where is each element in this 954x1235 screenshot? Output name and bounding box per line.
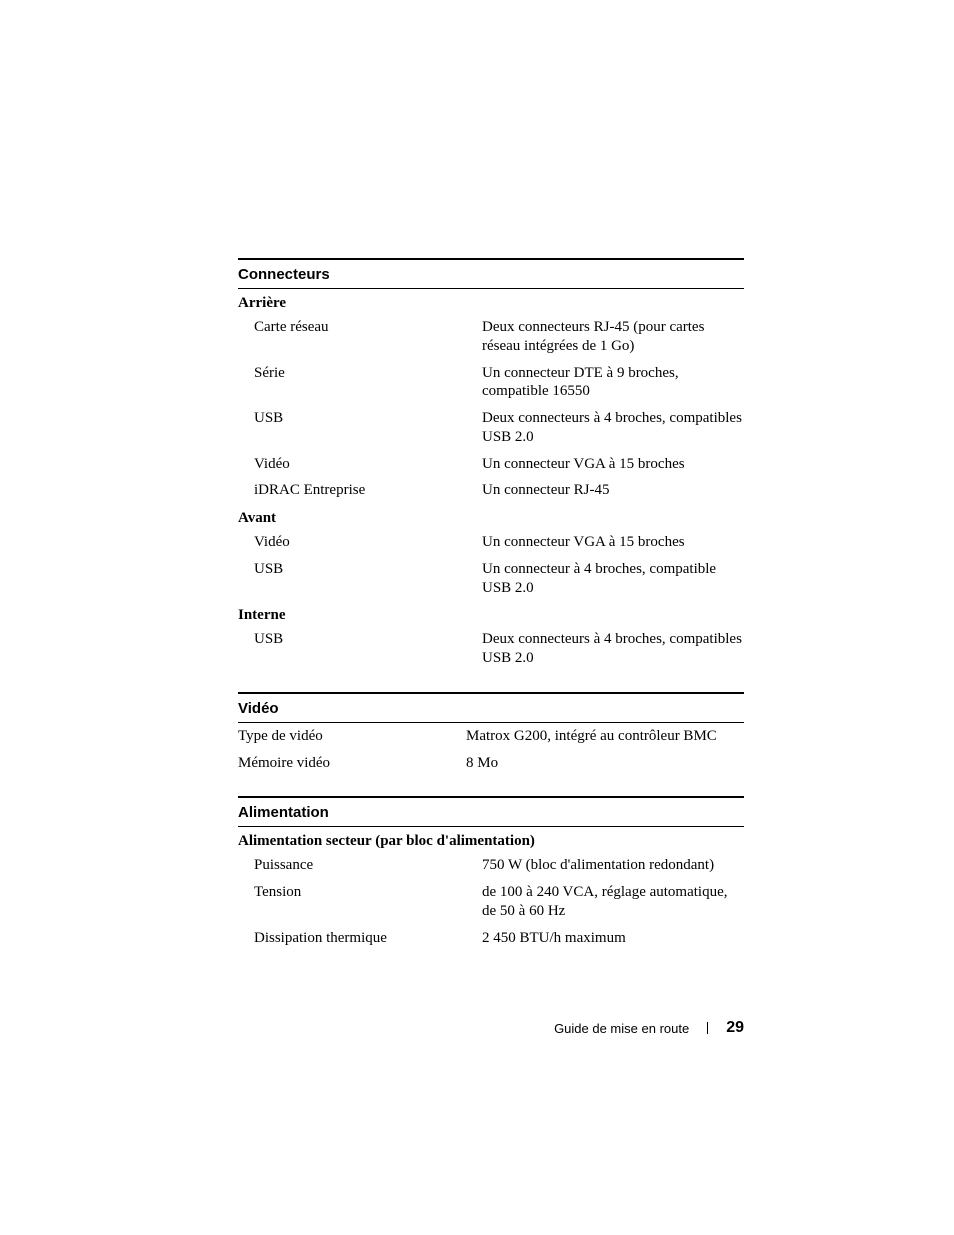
spec-value: 2 450 BTU/h maximum	[482, 929, 744, 948]
spec-label: USB	[238, 409, 482, 428]
spec-value: 8 Mo	[466, 754, 744, 773]
spec-value: Deux connecteurs à 4 broches, compatible…	[482, 409, 744, 447]
spec-label: Tension	[238, 883, 482, 902]
spec-label: Vidéo	[238, 455, 482, 474]
spec-label: Type de vidéo	[238, 727, 466, 746]
page-number: 29	[726, 1019, 744, 1037]
table-row: Carte réseau Deux connecteurs RJ-45 (pou…	[238, 314, 744, 360]
table-row: Vidéo Un connecteur VGA à 15 broches	[238, 451, 744, 478]
table-row: Mémoire vidéo 8 Mo	[238, 750, 744, 777]
table-row: Puissance 750 W (bloc d'alimentation red…	[238, 852, 744, 879]
spec-label: iDRAC Entreprise	[238, 481, 482, 500]
table-row: USB Deux connecteurs à 4 broches, compat…	[238, 626, 744, 672]
spec-value: Un connecteur RJ-45	[482, 481, 744, 500]
spec-label: Puissance	[238, 856, 482, 875]
table-row: Dissipation thermique 2 450 BTU/h maximu…	[238, 925, 744, 952]
section-header-video: Vidéo	[238, 692, 744, 723]
table-row: USB Un connecteur à 4 broches, compatibl…	[238, 556, 744, 602]
spec-value: Un connecteur à 4 broches, compatible US…	[482, 560, 744, 598]
spec-value: Un connecteur VGA à 15 broches	[482, 533, 744, 552]
document-page: Connecteurs Arrière Carte réseau Deux co…	[0, 0, 954, 1235]
footer-separator	[707, 1022, 708, 1034]
spec-value: 750 W (bloc d'alimentation redondant)	[482, 856, 744, 875]
spec-label: Carte réseau	[238, 318, 482, 337]
table-row: Série Un connecteur DTE à 9 broches, com…	[238, 360, 744, 406]
spec-value: Un connecteur DTE à 9 broches, compatibl…	[482, 364, 744, 402]
spec-label: USB	[238, 630, 482, 649]
section-header-alimentation: Alimentation	[238, 796, 744, 827]
spec-label: USB	[238, 560, 482, 579]
table-row: USB Deux connecteurs à 4 broches, compat…	[238, 405, 744, 451]
subheader-alim-secteur: Alimentation secteur (par bloc d'aliment…	[238, 827, 744, 852]
spec-label: Série	[238, 364, 482, 383]
spec-value: Deux connecteurs RJ-45 (pour cartes rése…	[482, 318, 744, 356]
table-row: Vidéo Un connecteur VGA à 15 broches	[238, 529, 744, 556]
subheader-arriere: Arrière	[238, 289, 744, 314]
page-footer: Guide de mise en route 29	[554, 1019, 744, 1037]
spec-label: Mémoire vidéo	[238, 754, 466, 773]
spec-value: Un connecteur VGA à 15 broches	[482, 455, 744, 474]
spec-value: Matrox G200, intégré au contrôleur BMC	[466, 727, 744, 746]
spec-value: Deux connecteurs à 4 broches, compatible…	[482, 630, 744, 668]
spec-label: Dissipation thermique	[238, 929, 482, 948]
table-row: iDRAC Entreprise Un connecteur RJ-45	[238, 477, 744, 504]
table-row: Type de vidéo Matrox G200, intégré au co…	[238, 723, 744, 750]
spec-label: Vidéo	[238, 533, 482, 552]
subheader-avant: Avant	[238, 504, 744, 529]
subheader-interne: Interne	[238, 601, 744, 626]
spec-value: de 100 à 240 VCA, réglage automatique, d…	[482, 883, 744, 921]
section-header-connecteurs: Connecteurs	[238, 258, 744, 289]
footer-title: Guide de mise en route	[554, 1021, 689, 1036]
table-row: Tension de 100 à 240 VCA, réglage automa…	[238, 879, 744, 925]
